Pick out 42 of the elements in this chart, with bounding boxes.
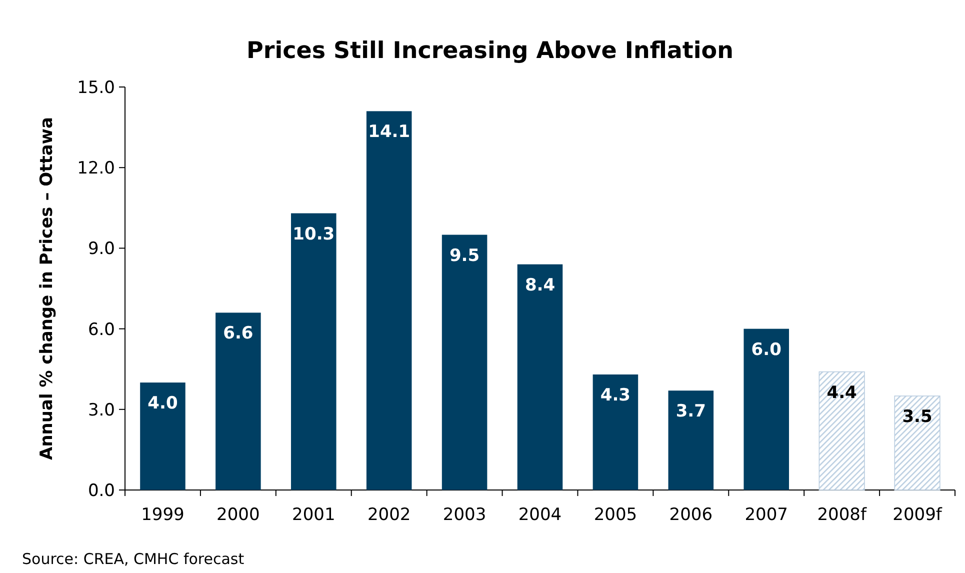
source-note: Source: CREA, CMHC forecast (22, 550, 244, 568)
data-label: 14.1 (368, 122, 410, 142)
bar (818, 371, 865, 490)
bar (442, 234, 488, 490)
bar (216, 312, 261, 490)
x-tick-label: 2000 (216, 505, 260, 525)
data-label: 10.3 (292, 224, 335, 244)
data-label: 9.5 (449, 246, 480, 266)
y-tick-label: 15.0 (77, 78, 115, 98)
bar (744, 328, 789, 490)
x-tick-label: 2005 (594, 505, 638, 525)
y-tick-label: 6.0 (88, 320, 115, 340)
bar (291, 213, 336, 490)
x-tick-label: 2009f (892, 505, 943, 525)
data-label: 3.7 (676, 402, 706, 422)
data-label: 8.4 (524, 275, 556, 296)
y-tick-label: 9.0 (88, 239, 115, 260)
x-tick-label: 2001 (292, 505, 336, 525)
y-axis-title: Annual % change in Prices – Ottawa (37, 117, 57, 460)
bar (668, 390, 714, 490)
bar (894, 396, 940, 490)
data-label: 6.6 (223, 324, 254, 344)
x-tick-label: 2004 (518, 505, 562, 525)
data-label: 3.5 (902, 406, 932, 427)
bar (517, 264, 563, 490)
x-tick-label: 1999 (141, 505, 184, 525)
data-label: 4.0 (148, 394, 178, 414)
y-tick-label: 0.0 (88, 480, 115, 501)
x-tick-label: 2006 (669, 505, 713, 525)
x-tick-label: 2002 (367, 505, 411, 525)
bar (140, 382, 186, 490)
data-label: 4.4 (826, 382, 858, 403)
chart-title: Prices Still Increasing Above Inflation (246, 38, 734, 64)
bar (592, 374, 638, 490)
x-tick-label: 2007 (744, 505, 788, 525)
y-tick-label: 12.0 (77, 158, 115, 179)
x-tick-label: 2008f (817, 505, 868, 525)
y-tick-label: 3.0 (88, 400, 115, 420)
data-label: 4.3 (600, 385, 631, 406)
data-label: 6.0 (751, 340, 782, 360)
bar (366, 111, 412, 490)
x-tick-label: 2003 (442, 505, 486, 525)
